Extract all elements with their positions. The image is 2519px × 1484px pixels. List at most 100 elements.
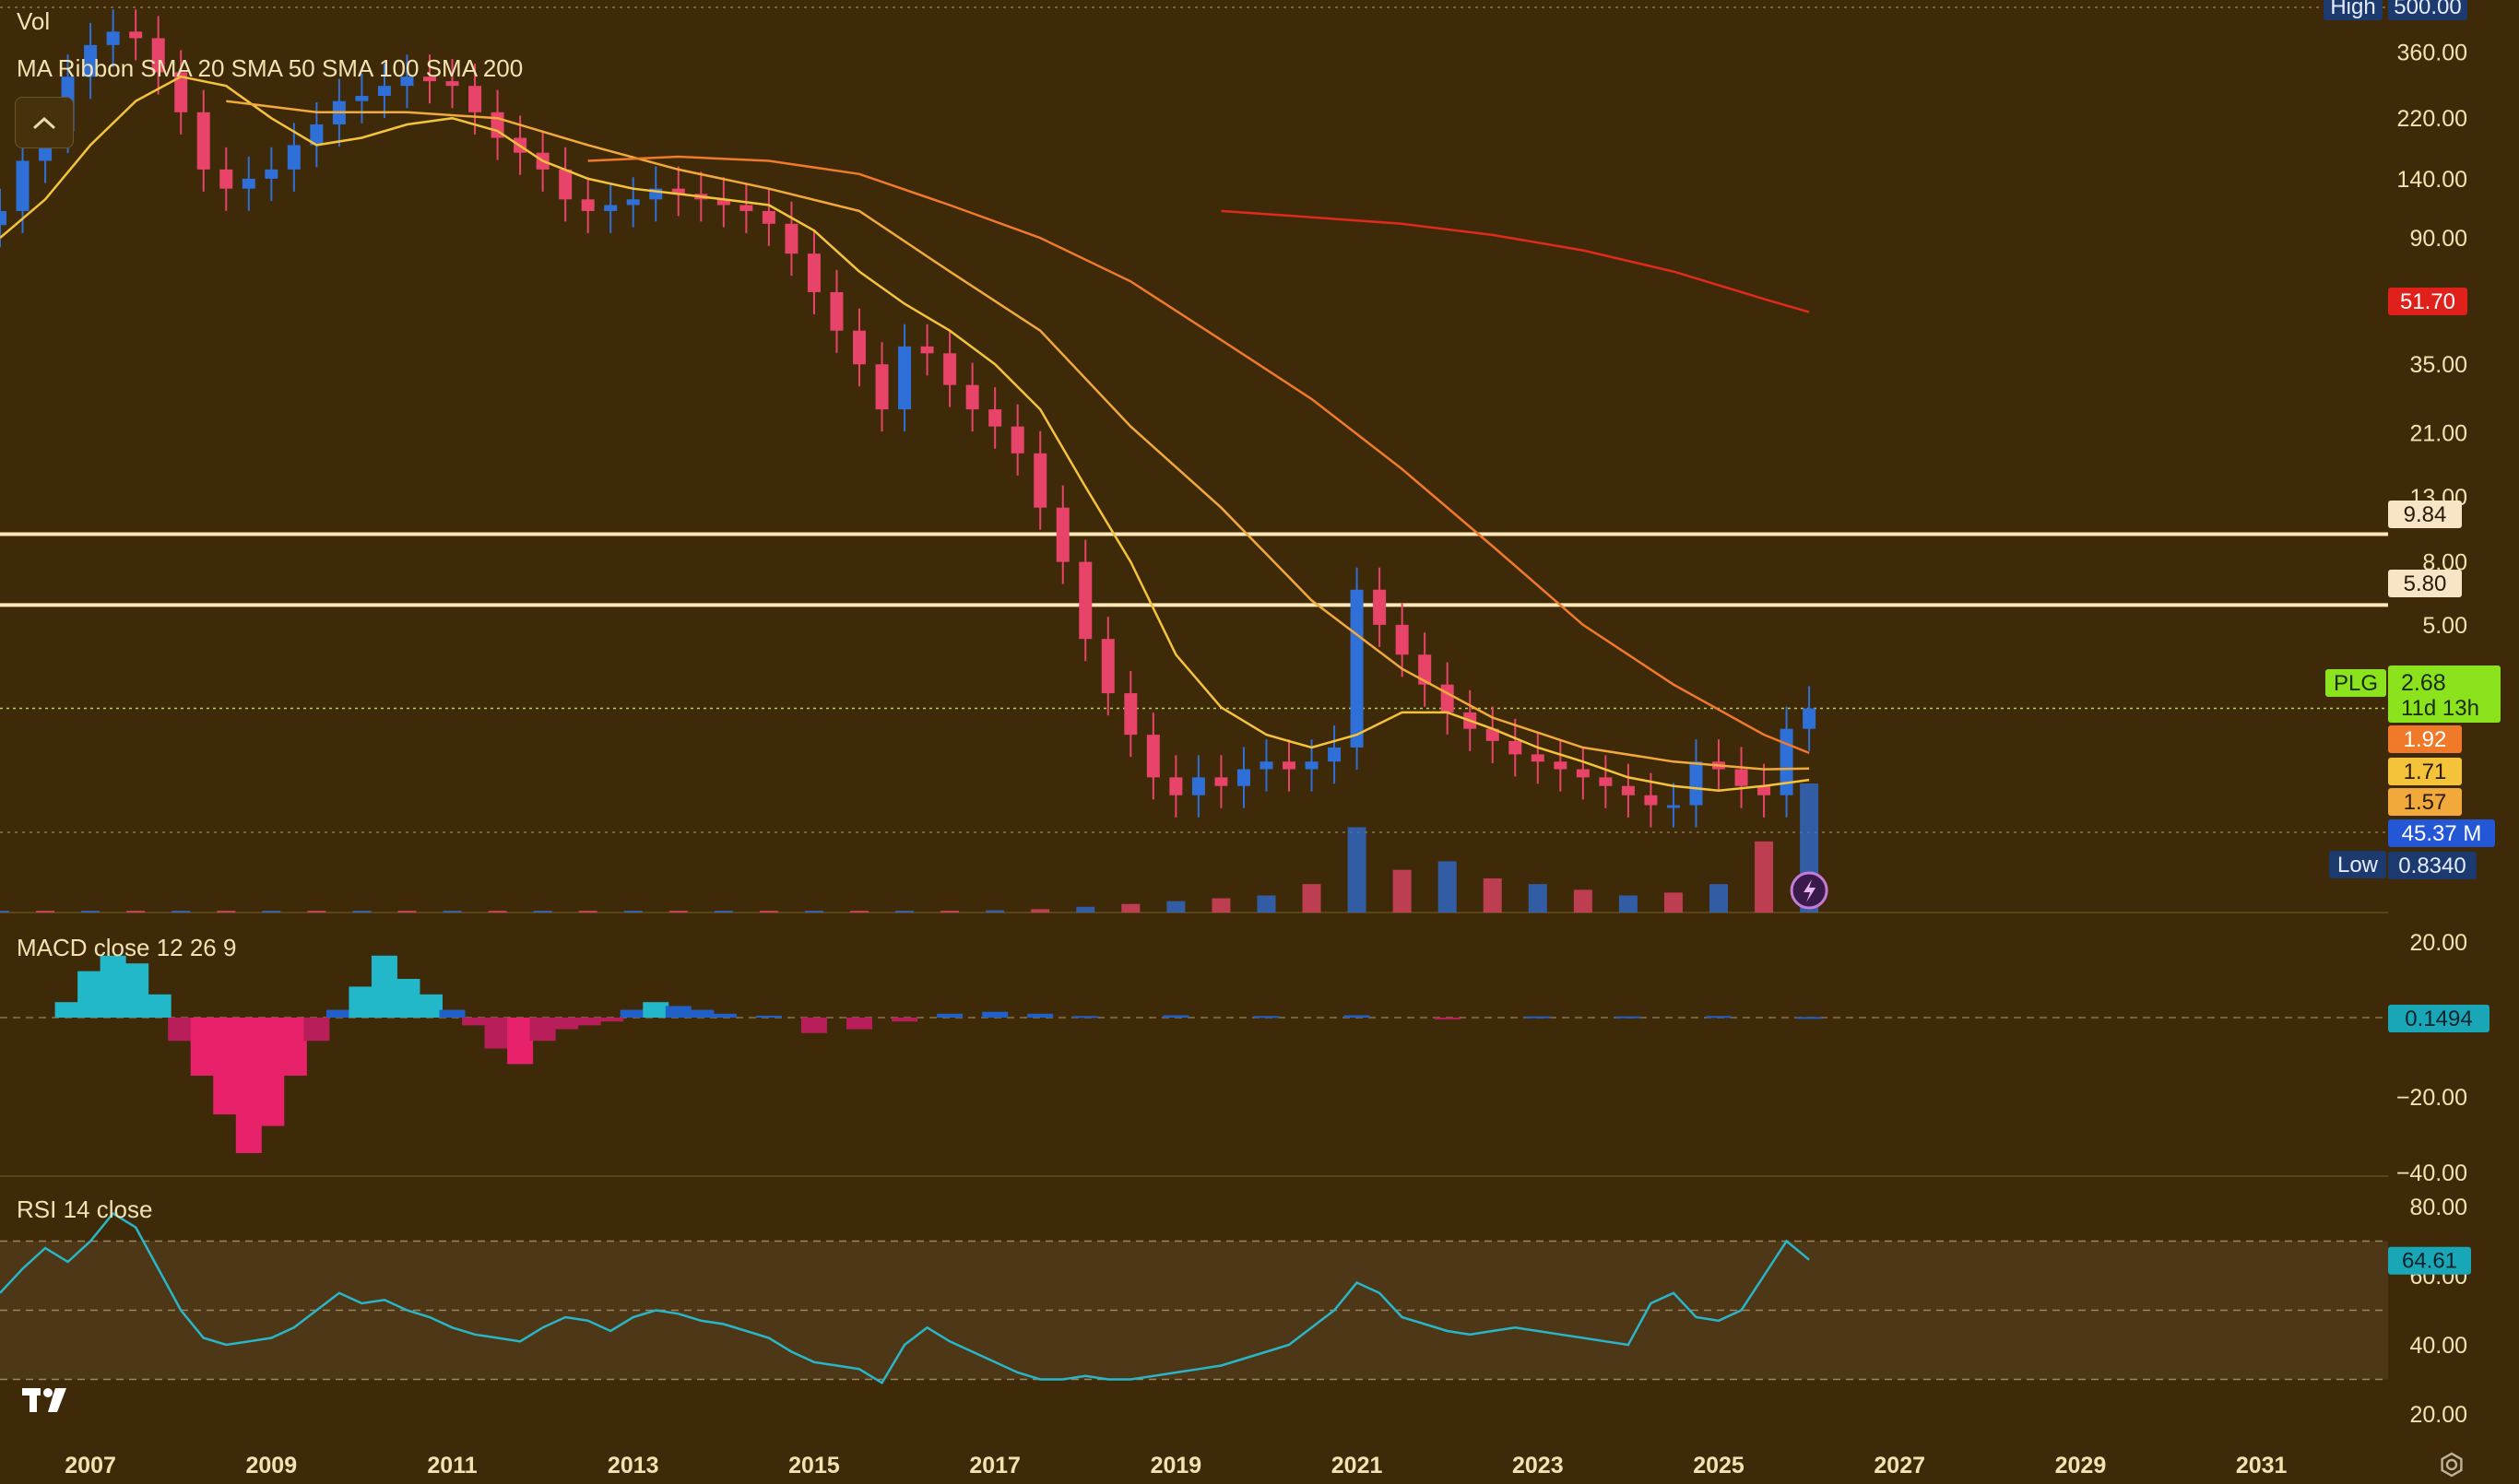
candle-body: [1485, 728, 1499, 741]
macd-histogram-bar: [892, 1018, 918, 1022]
price-axis-tick: 35.00: [2409, 352, 2467, 378]
candle-body: [739, 205, 753, 211]
volume-bar: [850, 911, 869, 913]
macd-histogram-bar: [235, 1018, 262, 1153]
macd-axis-tick: 20.00: [2409, 930, 2467, 956]
volume-bar: [307, 911, 326, 913]
volume-bar: [1755, 841, 1774, 913]
candle-body: [1056, 507, 1070, 562]
candle-body: [1418, 654, 1432, 685]
candle-body: [1101, 639, 1115, 694]
candle-body: [1644, 795, 1658, 806]
candle-body: [1169, 777, 1183, 795]
sma20-value-badge-bg: [2388, 788, 2462, 816]
time-axis-tick: 2011: [427, 1453, 477, 1478]
macd-histogram-bar: [1614, 1016, 1641, 1019]
countdown-value: 11d 13h: [2401, 696, 2479, 721]
volume-bar: [1392, 869, 1412, 913]
macd-histogram-bar: [1072, 1016, 1099, 1019]
candle-body: [377, 86, 391, 96]
volume-bar: [1573, 889, 1592, 913]
last-price-badge-bg: [2388, 665, 2501, 723]
macd-histogram-bar: [394, 979, 420, 1018]
candle-body: [626, 199, 640, 206]
macd-histogram-bar: [484, 1018, 511, 1049]
candle-body: [649, 188, 663, 200]
volume-value-badge-bg: [2388, 819, 2495, 847]
macd-histogram-bar: [982, 1011, 1009, 1018]
macd-histogram-bar: [77, 971, 104, 1018]
level2-value-badge-bg: [2388, 570, 2462, 597]
candle-body: [1124, 693, 1138, 736]
candle-body: [1034, 453, 1047, 508]
sma-line: [1221, 209, 1810, 313]
candle-body: [1734, 769, 1748, 786]
candle-body: [1328, 747, 1342, 762]
volume-bar: [940, 911, 960, 913]
candle-body: [1305, 761, 1319, 770]
time-axis-tick: 2027: [1874, 1453, 1925, 1478]
macd-histogram-bar: [145, 994, 171, 1018]
candle-body: [762, 210, 775, 224]
time-axis-tick: 2029: [2055, 1453, 2107, 1478]
sma50-value-badge-bg: [2388, 758, 2462, 785]
candle-body: [1576, 769, 1590, 778]
macd-histogram-bar: [325, 1009, 352, 1018]
macd-histogram-bar: [371, 955, 397, 1018]
candle-body: [1599, 777, 1613, 786]
settings-gear-icon[interactable]: [2438, 1451, 2466, 1478]
macd-histogram-bar: [190, 1018, 217, 1076]
macd-histogram-bar: [54, 1002, 81, 1018]
price-axis-tick: 21.00: [2409, 420, 2467, 446]
candle-body: [219, 169, 233, 189]
volume-bar: [171, 911, 191, 913]
volume-bar: [443, 911, 462, 913]
volume-bar: [352, 911, 372, 913]
candle-body: [355, 95, 369, 101]
macd-histogram-bar: [417, 994, 443, 1018]
macd-value-badge-bg: [2388, 1005, 2489, 1032]
macd-histogram-bar: [1027, 1013, 1054, 1018]
volume-bar: [1663, 892, 1683, 913]
collapse-indicators-button[interactable]: [15, 97, 74, 148]
price-axis-tick: 360.00: [2397, 41, 2467, 66]
volume-bar: [1166, 901, 1186, 913]
time-axis-tick: 2015: [788, 1453, 840, 1478]
candle-body: [716, 199, 730, 206]
ma-ribbon-indicator-label[interactable]: MA Ribbon SMA 20 SMA 50 SMA 100 SMA 200: [17, 54, 524, 82]
macd-histogram-bar: [688, 1009, 715, 1018]
volume-bar: [1618, 895, 1638, 913]
volume-indicator-label[interactable]: Vol: [17, 7, 51, 35]
level2-value-badge: 5.80: [2404, 571, 2447, 596]
volume-bar: [81, 911, 101, 913]
tradingview-logo-icon[interactable]: [20, 1383, 79, 1416]
candle-body: [174, 72, 188, 112]
volume-bar: [986, 910, 1005, 913]
sma200-value-badge: 51.70: [2400, 289, 2455, 314]
macd-histogram-bar: [1253, 1016, 1280, 1019]
candle-body: [1214, 777, 1228, 786]
candle-body: [265, 169, 278, 179]
rsi-indicator-label[interactable]: RSI 14 close: [17, 1195, 153, 1223]
rsi-axis-tick: 40.00: [2409, 1333, 2467, 1359]
candle-body: [965, 384, 979, 410]
high-value-badge-bg: [2388, 0, 2467, 20]
last-price-value: 2.68: [2401, 670, 2446, 696]
sma200-value-badge-bg: [2388, 288, 2467, 315]
volume-bar: [488, 911, 507, 913]
candle-body: [1440, 684, 1454, 713]
macd-histogram-bar: [1706, 1016, 1733, 1019]
volume-bar: [217, 911, 236, 913]
volume-bar: [1031, 909, 1050, 913]
price-axis-tick: 90.00: [2409, 226, 2467, 252]
macd-indicator-label[interactable]: MACD close 12 26 9: [17, 934, 237, 961]
candle-body: [129, 31, 143, 39]
volume-bar: [36, 911, 55, 913]
macd-histogram-bar: [846, 1018, 873, 1030]
macd-histogram-bar: [643, 1002, 669, 1018]
time-axis-tick: 2025: [1693, 1453, 1744, 1478]
volume-bar: [895, 911, 915, 913]
